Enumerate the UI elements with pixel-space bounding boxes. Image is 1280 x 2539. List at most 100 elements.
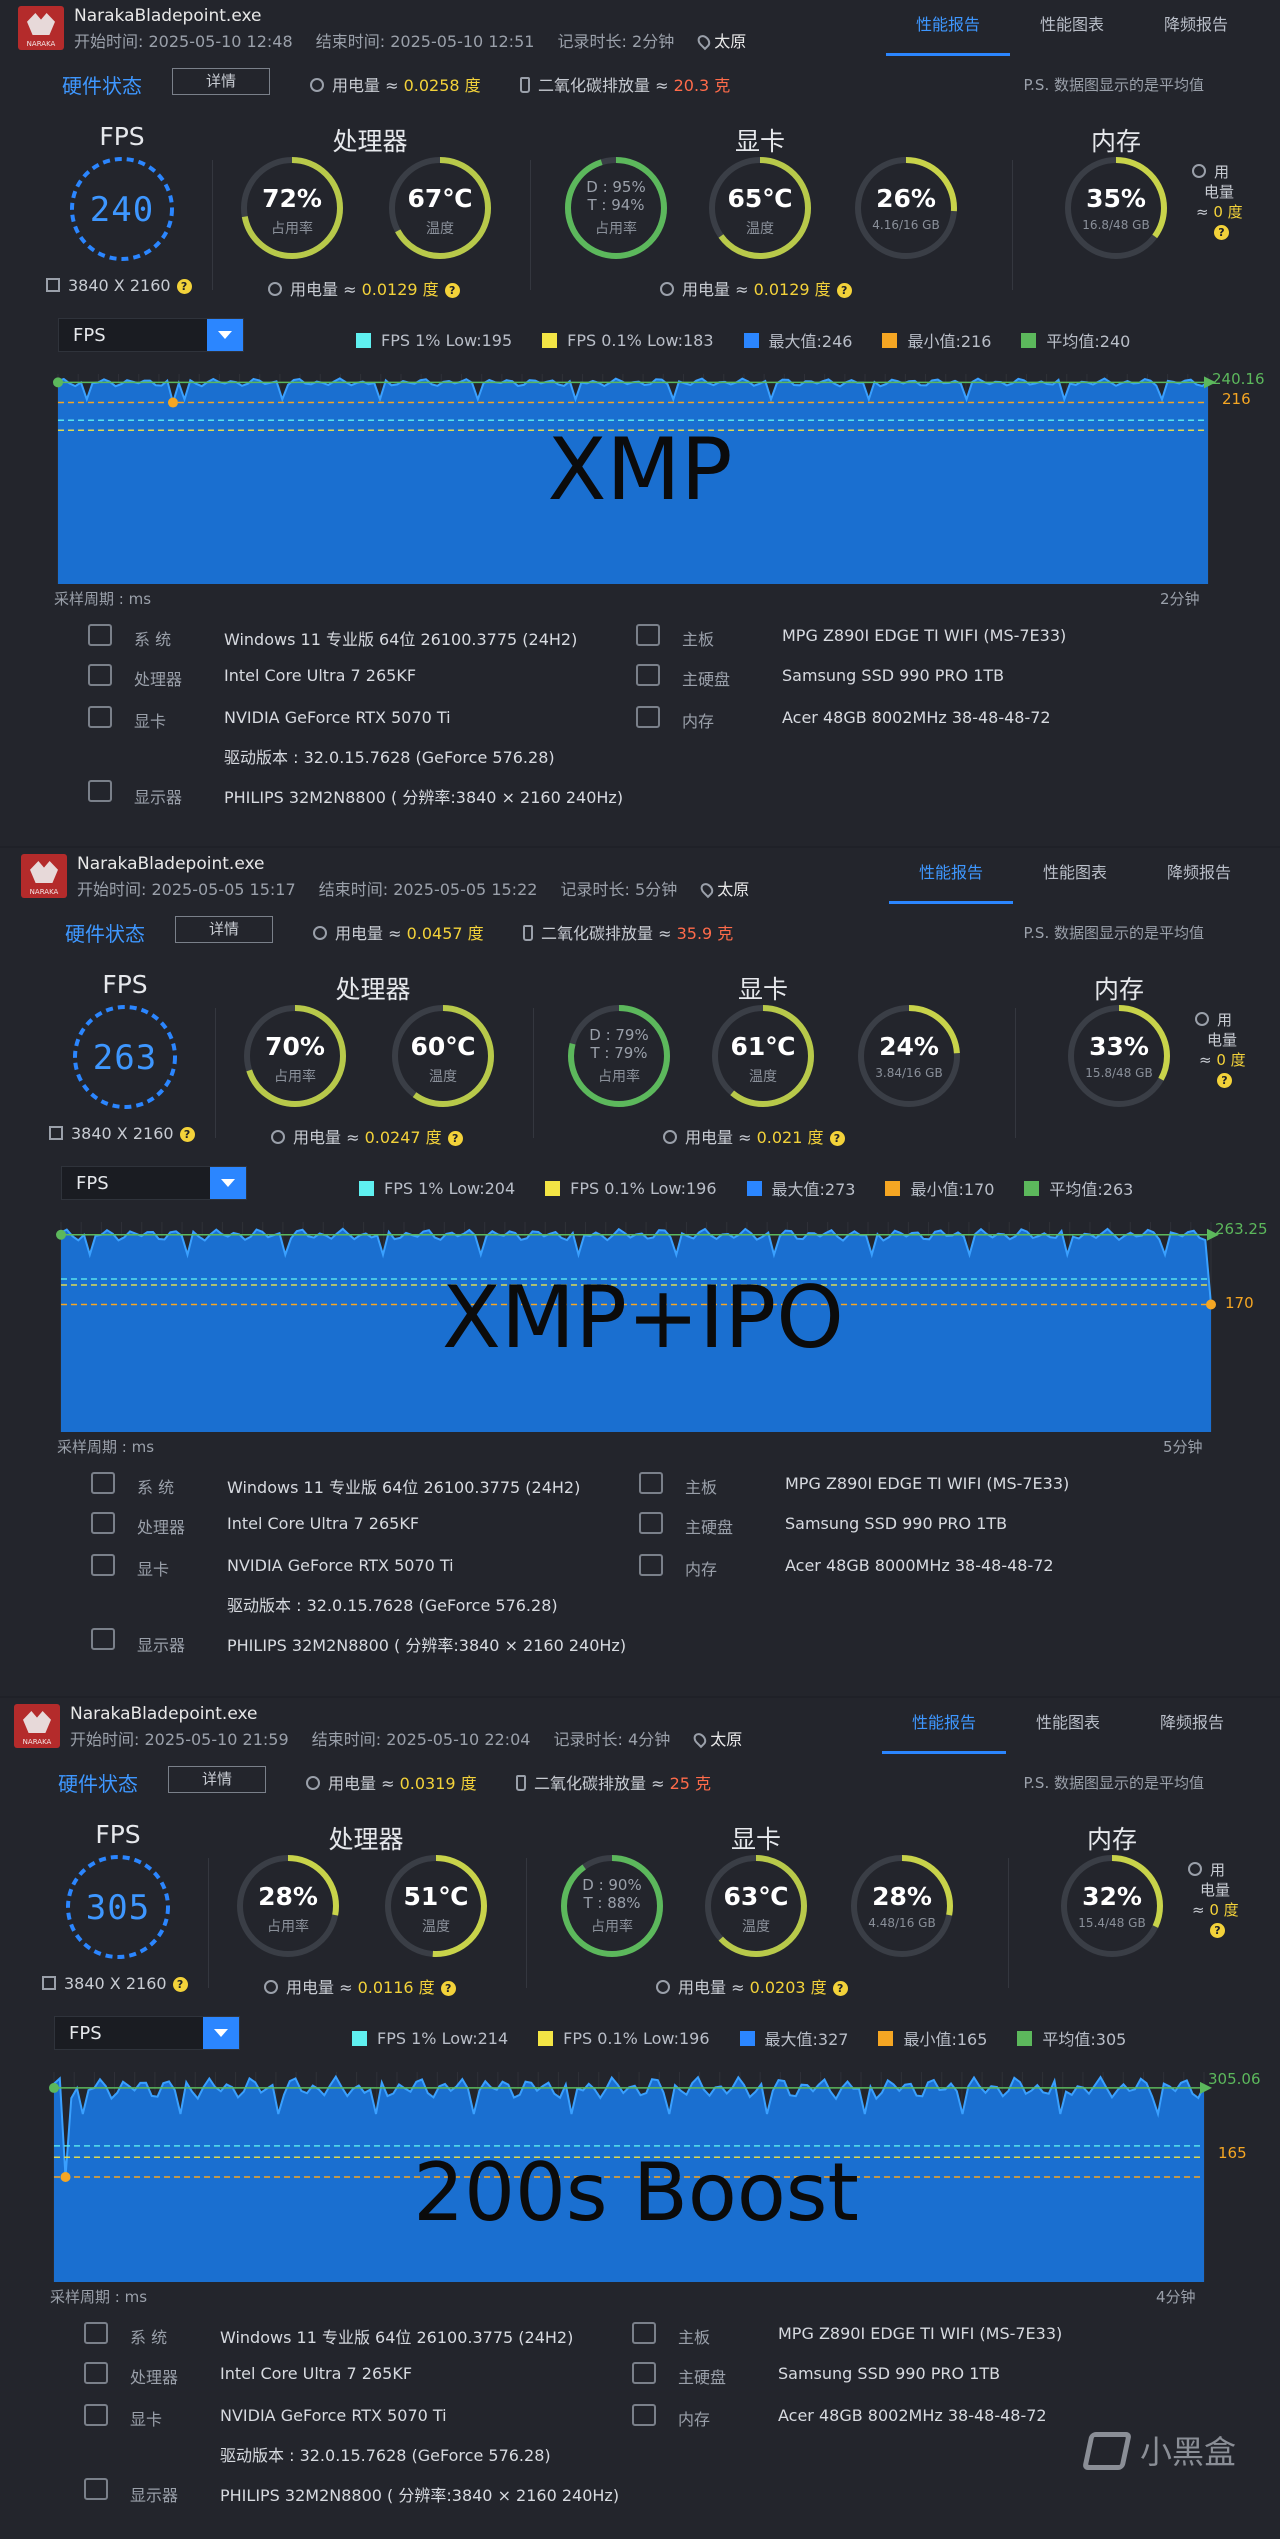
cpu-usage-value: 28%: [258, 1882, 318, 1911]
legend-label: FPS 1% Low:214: [377, 2028, 509, 2048]
help-icon[interactable]: ?: [1214, 225, 1229, 240]
sampling-period-label: 采样周期 : ms: [50, 2288, 148, 2306]
memory-title: 内存: [1093, 975, 1144, 1004]
cpu-usage-value: 70%: [265, 1032, 325, 1061]
tab-charts[interactable]: 性能图表: [1042, 863, 1107, 882]
board-label: 主板: [685, 1478, 718, 1497]
monitor-value: PHILIPS 32M2N8800 ( 分辨率:3840 × 2160 240H…: [224, 788, 624, 807]
help-icon[interactable]: ?: [1210, 1923, 1225, 1938]
gpu-memory-detail: 3.84/16 GB: [875, 1066, 943, 1080]
system-label: 系 统: [130, 2328, 168, 2347]
total-power: 用电量 ≈ 0.0258 度: [310, 72, 481, 96]
co2-label: 二氧化碳排放量 ≈: [538, 76, 674, 95]
help-icon[interactable]: ?: [172, 1977, 188, 1992]
divider: [1008, 1858, 1009, 1988]
help-icon[interactable]: ?: [829, 1131, 845, 1146]
cpu-usage-label: 占用率: [274, 1069, 316, 1085]
cpu-usage-label: 占用率: [267, 1919, 309, 1935]
session-meta: 开始时间: 2025-05-05 15:17 结束时间: 2025-05-05 …: [77, 876, 767, 900]
help-icon[interactable]: ?: [832, 1981, 848, 1996]
cpu-temp-value: 67℃: [407, 184, 473, 213]
legend-label: 最小值:216: [907, 332, 992, 351]
gpu-value: NVIDIA GeForce RTX 5070 Ti: [224, 708, 451, 727]
details-button[interactable]: 详情: [168, 1766, 266, 1793]
co2-emission: 二氧化碳排放量 ≈ 20.3 克: [520, 72, 730, 96]
memory-title: 内存: [1090, 127, 1141, 156]
tab-throttle[interactable]: 降频报告: [1163, 15, 1228, 34]
memory-power-label-b: 电量: [1204, 183, 1235, 201]
co2-emission: 二氧化碳排放量 ≈ 35.9 克: [523, 920, 733, 944]
title-bar: NARAKA NarakaBladepoint.exe 开始时间: 2025-0…: [0, 848, 1280, 904]
report-tabs: 性能报告 性能图表 降频报告: [889, 848, 1261, 904]
tab-report[interactable]: 性能报告: [882, 1698, 1006, 1754]
metric-select[interactable]: FPS: [58, 318, 244, 352]
help-icon[interactable]: ?: [179, 1127, 195, 1142]
help-icon[interactable]: ?: [444, 283, 460, 298]
help-icon[interactable]: ?: [447, 1131, 463, 1146]
tab-report[interactable]: 性能报告: [889, 848, 1013, 904]
cpu-usage-value: 72%: [262, 184, 322, 213]
details-button[interactable]: 详情: [175, 916, 273, 943]
gpu-usage-label: 占用率: [595, 221, 637, 237]
chevron-down-icon[interactable]: [207, 319, 243, 351]
board-value: MPG Z890I EDGE TI WIFI (MS-7E33): [782, 626, 1067, 645]
resolution: 3840 X 2160?: [46, 276, 192, 295]
cpu-temp-label: 温度: [429, 1069, 457, 1085]
screen-icon: [46, 278, 60, 292]
gpu-usage-label: 占用率: [591, 1919, 633, 1935]
location: 太原: [710, 1730, 743, 1749]
system-value: Windows 11 专业版 64位 26100.3775 (24H2): [220, 2328, 574, 2347]
cpu-usage-label: 占用率: [271, 221, 313, 237]
fps-area: [54, 2076, 1204, 2282]
metric-select[interactable]: FPS: [61, 1166, 247, 1200]
tab-charts[interactable]: 性能图表: [1039, 15, 1104, 34]
system-value: Windows 11 专业版 64位 26100.3775 (24H2): [224, 630, 578, 649]
legend-item: 平均值:263: [1024, 1176, 1133, 1200]
divider: [533, 1008, 534, 1138]
details-button[interactable]: 详情: [172, 68, 270, 95]
monitor-icon: [84, 2478, 108, 2500]
cpu-temp-gauge: 67℃ 温度: [388, 156, 492, 260]
gpu-memory-value: 28%: [872, 1882, 932, 1911]
tab-throttle[interactable]: 降频报告: [1166, 863, 1231, 882]
windows-icon: [84, 2322, 108, 2344]
tab-throttle[interactable]: 降频报告: [1159, 1713, 1224, 1732]
hardware-status-row: 硬件状态 详情 用电量 ≈ 0.0457 度 二氧化碳排放量 ≈ 35.9 克 …: [0, 916, 1280, 946]
help-icon[interactable]: ?: [1217, 1073, 1232, 1088]
tab-report[interactable]: 性能报告: [886, 0, 1010, 56]
cpu-power-label: 用电量 ≈: [286, 1978, 358, 1997]
resolution: 3840 X 2160?: [49, 1124, 195, 1143]
legend-item: 平均值:305: [1017, 2026, 1126, 2050]
cpu-usage-gauge: 28% 占用率: [236, 1854, 340, 1958]
power-icon: [268, 282, 282, 296]
sampling-period-label: 采样周期 : ms: [57, 1438, 155, 1456]
chevron-down-icon[interactable]: [203, 2017, 239, 2049]
power-icon: [1188, 1862, 1202, 1876]
total-power-value: 0.0319 度: [399, 1774, 477, 1793]
tab-charts[interactable]: 性能图表: [1035, 1713, 1100, 1732]
help-icon[interactable]: ?: [176, 279, 192, 294]
process-name: NarakaBladepoint.exe: [70, 1704, 258, 1724]
metric-select[interactable]: FPS: [54, 2016, 240, 2050]
ram-icon: [636, 706, 660, 728]
divider: [526, 1858, 527, 1988]
legend-item: 最小值:170: [885, 1176, 994, 1200]
report-tabs: 性能报告 性能图表 降频报告: [886, 0, 1258, 56]
help-icon[interactable]: ?: [836, 283, 852, 298]
help-icon[interactable]: ?: [440, 1981, 456, 1996]
watermark: 小黑盒: [1140, 2433, 1237, 2471]
fps-chart: [49, 2072, 1212, 2282]
board-label: 主板: [682, 630, 715, 649]
disk-value: Samsung SSD 990 PRO 1TB: [785, 1514, 1008, 1533]
legend-swatch-icon: [538, 2030, 554, 2046]
chart-legend: FPS 1% Low:214 FPS 0.1% Low:196 最大值:327 最小值…: [352, 2026, 1156, 2050]
legend-label: 最大值:246: [768, 332, 853, 351]
co2-value: 35.9 克: [676, 924, 734, 943]
board-value: MPG Z890I EDGE TI WIFI (MS-7E33): [785, 1474, 1070, 1493]
fps-value: 305: [85, 1888, 151, 1928]
gpu-label: 显卡: [130, 2410, 163, 2429]
divider: [215, 1008, 216, 1138]
monitor-icon: [91, 1628, 115, 1650]
fps-gauge: 263: [70, 1002, 180, 1112]
chevron-down-icon[interactable]: [210, 1167, 246, 1199]
